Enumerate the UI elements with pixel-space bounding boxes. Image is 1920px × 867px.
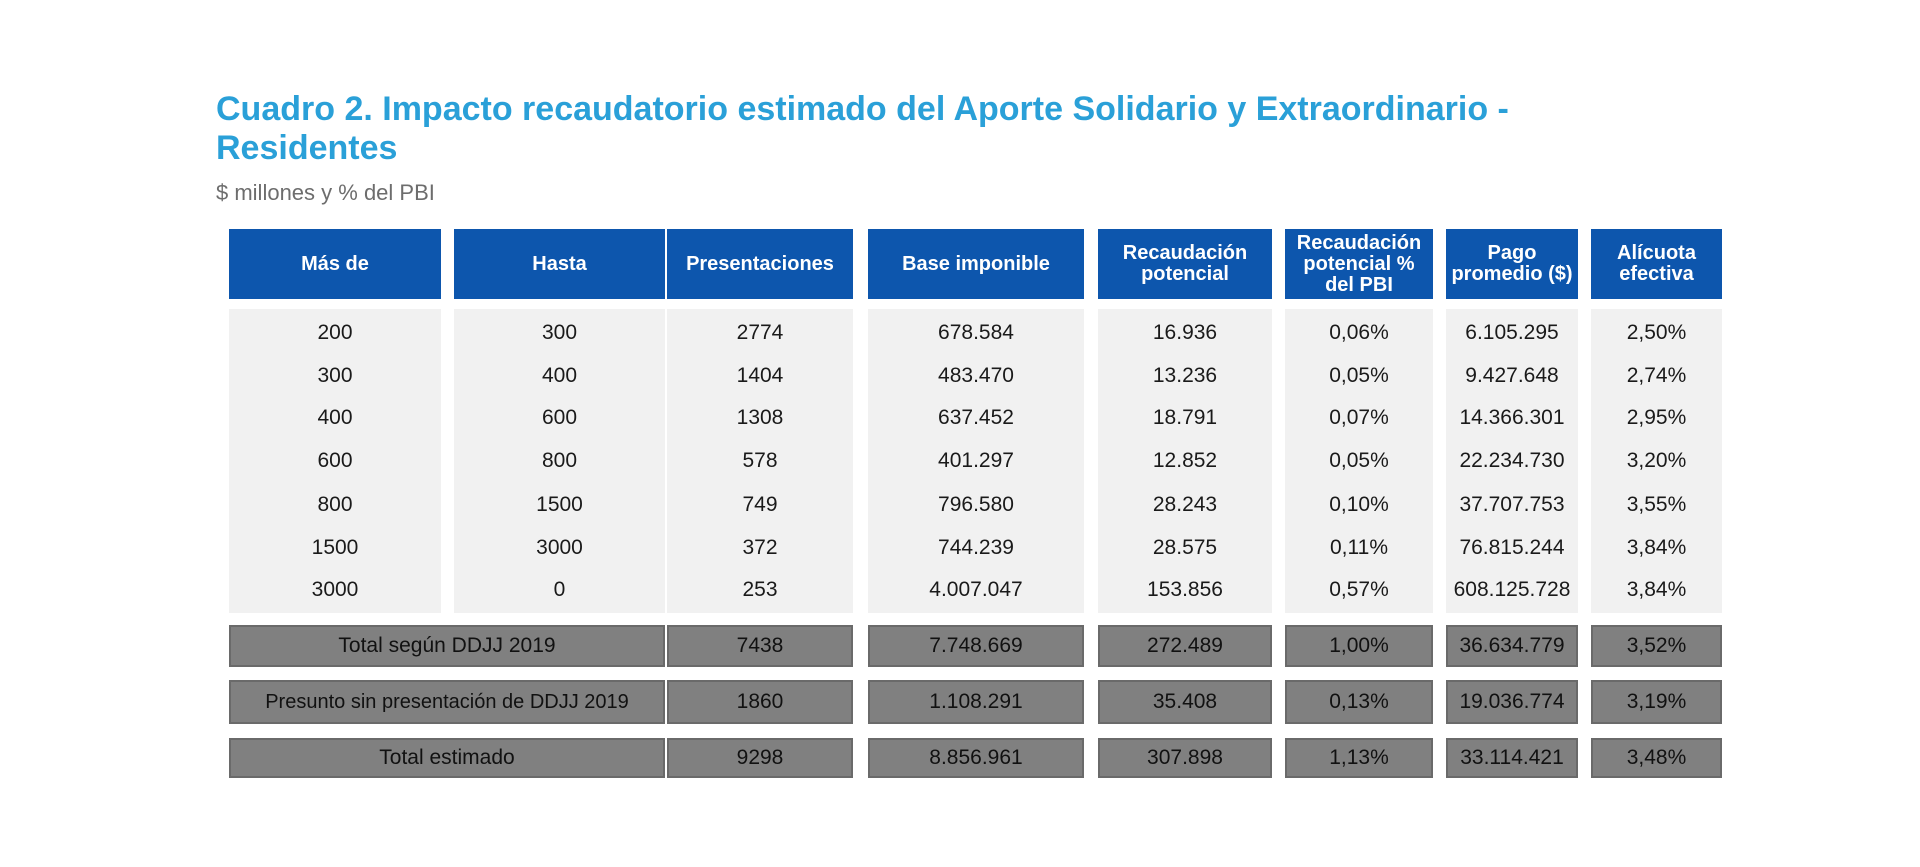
table-cell: 18.791 — [1152, 406, 1218, 429]
total-row-value: 272.489 — [1098, 625, 1272, 667]
table-cell: 3000 — [536, 536, 583, 559]
table-cell: 749 — [742, 493, 778, 516]
table-cell: 16.936 — [1152, 321, 1218, 344]
table-cell: 76.815.244 — [1459, 536, 1565, 559]
table-cell: 3000 — [311, 578, 359, 601]
table-cell: 153.856 — [1147, 578, 1223, 601]
table-cell: 678.584 — [938, 321, 1014, 344]
table-cell: 3,84% — [1626, 536, 1687, 559]
table-cell: 400 — [317, 406, 353, 429]
column-background — [1285, 309, 1433, 613]
table-cell: 401.297 — [938, 449, 1014, 472]
column-header: Recaudación potencial — [1098, 229, 1272, 299]
column-header: Pago promedio ($) — [1446, 229, 1578, 299]
table-cell: 13.236 — [1152, 364, 1218, 387]
table-cell: 400 — [541, 364, 578, 387]
table-cell: 0,10% — [1329, 493, 1389, 516]
table-cell: 3,20% — [1626, 449, 1687, 472]
table-cell: 600 — [317, 449, 353, 472]
table-subtitle: $ millones y % del PBI — [216, 180, 435, 205]
total-row-label: Presunto sin presentación de DDJJ 2019 — [229, 680, 665, 724]
total-row-value: 3,52% — [1591, 625, 1722, 667]
column-header: Más de — [229, 229, 441, 299]
table-cell: 578 — [742, 449, 778, 472]
column-background — [868, 309, 1084, 613]
table-cell: 253 — [742, 578, 778, 601]
table-cell: 0,57% — [1329, 578, 1389, 601]
table-title: Cuadro 2. Impacto recaudatorio estimado … — [216, 90, 1509, 167]
table-cell: 0,11% — [1330, 536, 1388, 559]
table-cell: 800 — [317, 493, 353, 516]
table-cell: 4.007.047 — [929, 578, 1023, 601]
column-background — [454, 309, 665, 613]
column-header: Base imponible — [868, 229, 1084, 299]
column-header: Hasta — [454, 229, 665, 299]
total-row-value: 36.634.779 — [1446, 625, 1578, 667]
total-row-value: 33.114.421 — [1446, 738, 1578, 778]
table-cell: 22.234.730 — [1459, 449, 1565, 472]
total-row-value: 1.108.291 — [868, 680, 1084, 724]
column-header: Alícuota efectiva — [1591, 229, 1722, 299]
total-row-value: 35.408 — [1098, 680, 1272, 724]
table-cell: 0,05% — [1329, 364, 1389, 387]
column-header: Recaudación potencial % del PBI — [1285, 229, 1433, 299]
table-cell: 2,74% — [1626, 364, 1687, 387]
total-row-value: 307.898 — [1098, 738, 1272, 778]
table-cell: 0 — [553, 578, 566, 601]
table-cell: 2774 — [736, 321, 784, 344]
total-row-value: 1,00% — [1285, 625, 1433, 667]
table-cell: 3,55% — [1626, 493, 1687, 516]
total-row-value: 0,13% — [1285, 680, 1433, 724]
column-header: Presentaciones — [667, 229, 853, 299]
total-row-value: 3,19% — [1591, 680, 1722, 724]
total-row-value: 3,48% — [1591, 738, 1722, 778]
table-cell: 2,95% — [1626, 406, 1687, 429]
column-background — [1446, 309, 1578, 613]
table-cell: 483.470 — [938, 364, 1014, 387]
column-background — [1098, 309, 1272, 613]
table-cell: 3,84% — [1626, 578, 1687, 601]
table-cell: 28.243 — [1152, 493, 1218, 516]
table-cell: 300 — [317, 364, 353, 387]
table-cell: 1404 — [736, 364, 784, 387]
table-cell: 744.239 — [938, 536, 1014, 559]
table-cell: 12.852 — [1152, 449, 1218, 472]
table-cell: 200 — [317, 321, 353, 344]
total-row-value: 7.748.669 — [868, 625, 1084, 667]
table-cell: 37.707.753 — [1459, 493, 1565, 516]
total-row-value: 19.036.774 — [1446, 680, 1578, 724]
table-cell: 0,07% — [1329, 406, 1389, 429]
table-cell: 2,50% — [1626, 321, 1687, 344]
table-cell: 1500 — [311, 536, 359, 559]
table-cell: 608.125.728 — [1453, 578, 1571, 601]
table-cell: 9.427.648 — [1465, 364, 1559, 387]
total-row-label: Total según DDJJ 2019 — [229, 625, 665, 667]
total-row-value: 8.856.961 — [868, 738, 1084, 778]
column-background — [667, 309, 853, 613]
total-row-label: Total estimado — [229, 738, 665, 778]
table-cell: 1308 — [736, 406, 784, 429]
table-cell: 6.105.295 — [1465, 321, 1559, 344]
table-cell: 796.580 — [938, 493, 1014, 516]
column-background — [229, 309, 441, 613]
table-cell: 600 — [541, 406, 578, 429]
total-row-value: 1860 — [667, 680, 853, 724]
table-cell: 1500 — [536, 493, 583, 516]
column-background — [1591, 309, 1722, 613]
table-cell: 0,06% — [1329, 321, 1389, 344]
table-cell: 28.575 — [1152, 536, 1218, 559]
table-cell: 300 — [541, 321, 578, 344]
total-row-value: 7438 — [667, 625, 853, 667]
table-cell: 637.452 — [938, 406, 1014, 429]
table-cell: 0,05% — [1329, 449, 1389, 472]
table-cell: 800 — [541, 449, 578, 472]
table-cell: 14.366.301 — [1459, 406, 1565, 429]
table-cell: 372 — [742, 536, 778, 559]
total-row-value: 9298 — [667, 738, 853, 778]
total-row-value: 1,13% — [1285, 738, 1433, 778]
